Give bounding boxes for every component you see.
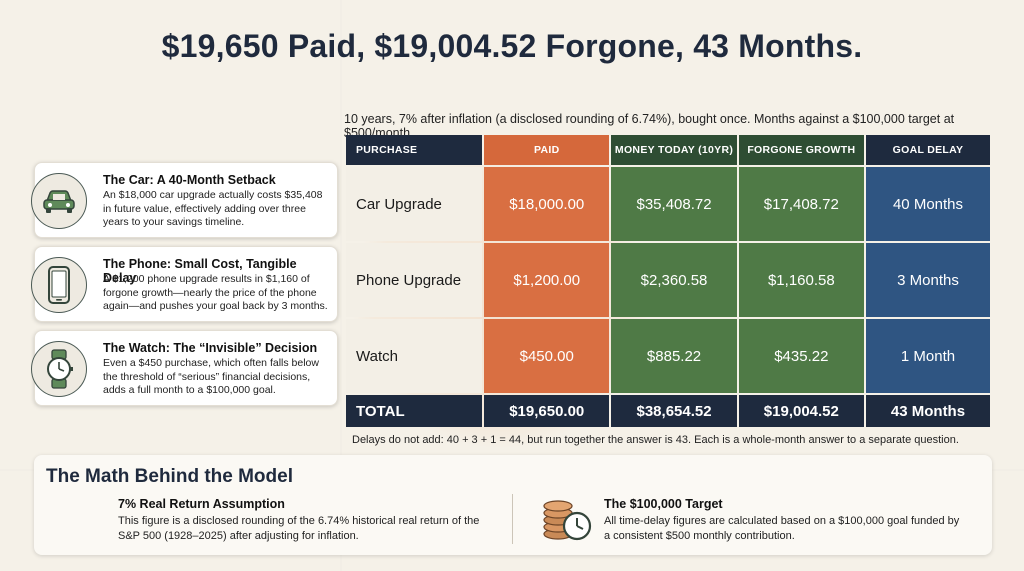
phone-icon — [31, 257, 87, 313]
cell-money-today: $35,408.72 — [611, 167, 737, 241]
cell-paid: $1,200.00 — [484, 243, 610, 317]
table-total-row: TOTAL $19,650.00 $38,654.52 $19,004.52 4… — [346, 395, 990, 427]
cell-forgone-growth: $1,160.58 — [738, 243, 864, 317]
cell-forgone-growth: $435.22 — [738, 319, 864, 393]
cell-purchase: Phone Upgrade — [346, 243, 483, 317]
total-paid: $19,650.00 — [484, 395, 610, 427]
card-title: The Phone: Small Cost, Tangible Delay — [103, 257, 297, 285]
watch-card: The Watch: The “Invisible” Decision Even… — [31, 330, 338, 406]
header-forgone-growth: FORGONE GROWTH — [738, 135, 864, 165]
card-body: Even a $450 purchase, which often falls … — [103, 357, 319, 396]
page-title: $19,650 Paid, $19,004.52 Forgone, 43 Mon… — [161, 28, 863, 64]
table-row: Car Upgrade $18,000.00 $35,408.72 $17,40… — [346, 167, 990, 241]
cell-goal-delay: 3 Months — [865, 243, 990, 317]
total-money-today: $38,654.52 — [611, 395, 737, 427]
target-heading: The $100,000 Target — [604, 497, 723, 511]
table-row: Watch $450.00 $885.22 $435.22 1 Month — [346, 319, 990, 393]
cell-paid: $450.00 — [484, 319, 610, 393]
card-title: The Watch: The “Invisible” Decision — [103, 341, 318, 355]
real-return-body: This figure is a disclosed rounding of t… — [118, 515, 480, 542]
cell-forgone-growth: $17,408.72 — [738, 167, 864, 241]
cell-money-today: $885.22 — [611, 319, 737, 393]
cell-purchase: Car Upgrade — [346, 167, 483, 241]
car-icon — [31, 173, 87, 229]
math-panel — [34, 455, 992, 555]
card-body: An $18,000 car upgrade actually costs $3… — [103, 189, 323, 228]
car-card: The Car: A 40-Month Setback An $18,000 c… — [31, 162, 338, 238]
cell-purchase: Watch — [346, 319, 483, 393]
header-money-today: MONEY TODAY (10YR) — [611, 135, 737, 165]
purchase-table: PURCHASE PAID MONEY TODAY (10YR) FORGONE… — [344, 133, 992, 429]
header-goal-delay: GOAL DELAY — [865, 135, 990, 165]
cell-goal-delay: 40 Months — [865, 167, 990, 241]
target-body: All time-delay figures are calculated ba… — [604, 515, 960, 542]
phone-card: The Phone: Small Cost, Tangible Delay A … — [31, 246, 338, 322]
math-title: The Math Behind the Model — [46, 466, 293, 487]
cell-paid: $18,000.00 — [484, 167, 610, 241]
total-label: TOTAL — [346, 395, 483, 427]
total-forgone-growth: $19,004.52 — [738, 395, 864, 427]
table-footnote: Delays do not add: 40 + 3 + 1 = 44, but … — [352, 434, 959, 446]
real-return-heading: 7% Real Return Assumption — [118, 497, 285, 511]
card-body: A $1,200 phone upgrade results in $1,160… — [103, 273, 328, 312]
header-paid: PAID — [484, 135, 610, 165]
cell-money-today: $2,360.58 — [611, 243, 737, 317]
coins-clock-icon — [540, 494, 594, 544]
card-title: The Car: A 40-Month Setback — [103, 173, 276, 187]
table-row: Phone Upgrade $1,200.00 $2,360.58 $1,160… — [346, 243, 990, 317]
math-divider — [512, 494, 513, 544]
watch-icon — [31, 341, 87, 397]
table-header-row: PURCHASE PAID MONEY TODAY (10YR) FORGONE… — [346, 135, 990, 165]
header-purchase: PURCHASE — [346, 135, 483, 165]
total-goal-delay: 43 Months — [865, 395, 990, 427]
cell-goal-delay: 1 Month — [865, 319, 990, 393]
